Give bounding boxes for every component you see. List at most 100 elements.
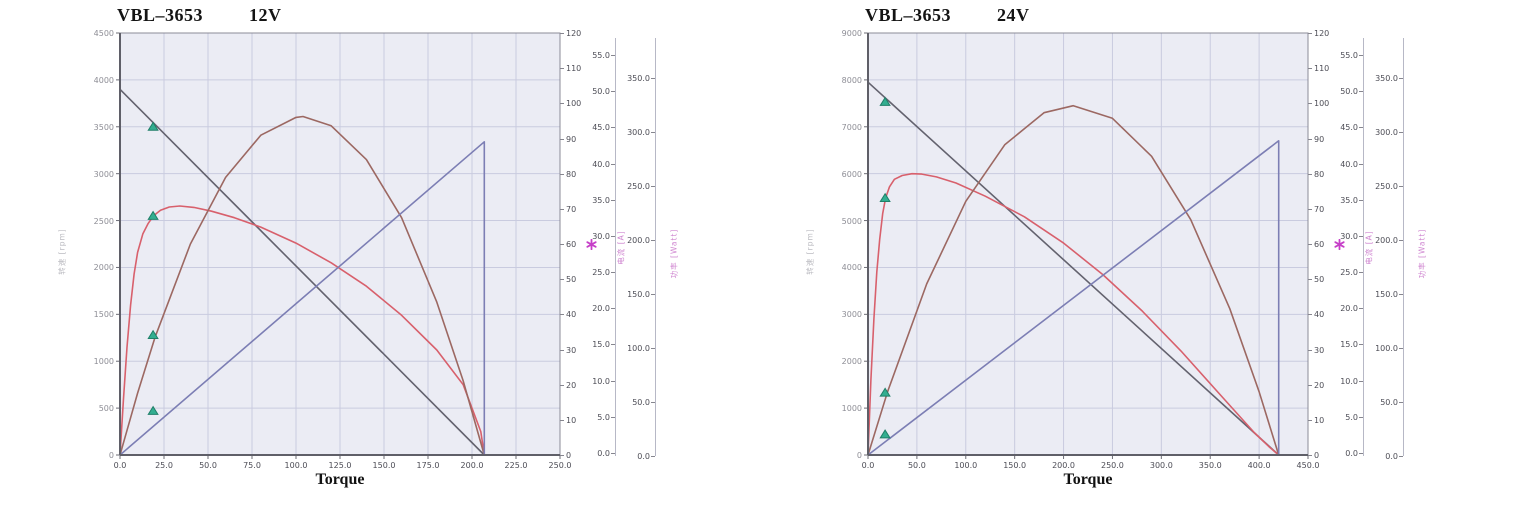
tick-mark: [611, 127, 615, 129]
current-tick-label: 20.0: [1340, 304, 1358, 314]
tick-mark: [611, 91, 615, 93]
current-line: [119, 141, 486, 456]
chart-24v: VBL–3653 24V 转速 [rpm] 电流 [A] 功率 [Watt] To…: [748, 0, 1460, 530]
efficiency-tick-label: 80: [566, 169, 577, 179]
current-tick-label: 35.0: [592, 195, 610, 205]
torque-tick-label: 200.0: [460, 461, 484, 470]
plot-area: [116, 32, 561, 459]
efficiency-tick-label: 70: [1314, 204, 1325, 214]
tick-mark: [1399, 240, 1403, 241]
efficiency-tick-label: 40: [566, 310, 577, 320]
power-tick-label: 0.0: [637, 452, 650, 461]
speed-tick-label: 4500: [93, 29, 114, 38]
efficiency-tick-label: 0: [1314, 451, 1320, 460]
tick-mark: [1359, 91, 1363, 93]
tick-mark: [651, 348, 655, 349]
tick-mark: [651, 402, 655, 403]
torque-axis-title: Torque: [315, 471, 365, 488]
current-axis-line: [1363, 38, 1364, 456]
torque-tick-label: 450.0: [1296, 461, 1320, 470]
tick-mark: [611, 344, 615, 346]
tick-mark: [560, 208, 564, 210]
current-tick-label: 40.0: [592, 159, 610, 169]
tick-mark: [1308, 314, 1312, 316]
tick-mark: [651, 294, 655, 295]
efficiency-tick-label: 100: [1314, 99, 1330, 109]
voltage-label: 24V: [997, 5, 1030, 25]
efficiency-tick-label: 30: [1314, 345, 1325, 355]
torque-tick-label: 75.0: [243, 461, 261, 470]
current-tick-label: 10.0: [1340, 376, 1358, 386]
power-tick-label: 50.0: [632, 398, 650, 407]
tick-mark: [1399, 132, 1403, 133]
torque-tick-label: 250.0: [1100, 461, 1124, 470]
tick-mark: [611, 308, 615, 310]
efficiency-tick-label: 120: [566, 29, 582, 38]
current-tick-label: 0.0: [597, 449, 610, 458]
tick-mark: [560, 33, 564, 34]
torque-tick-label: 400.0: [1247, 461, 1271, 470]
rated-point-marker: [879, 387, 891, 397]
rated-point-marker: [879, 429, 891, 439]
torque-tick-label: 200.0: [1052, 461, 1075, 470]
rated-point-marker: [147, 210, 159, 220]
tick-mark: [1308, 103, 1312, 105]
current-tick-label: 30.0: [1340, 231, 1358, 241]
current-tick-label: 25.0: [592, 268, 610, 278]
current-tick-label: 10.0: [592, 376, 610, 386]
speed-line: [867, 81, 1280, 456]
current-tick-label: 55.0: [1340, 51, 1358, 60]
tick-mark: [1308, 208, 1312, 210]
tick-mark: [1399, 78, 1403, 79]
power-axis-line: [1403, 38, 1404, 456]
speed-tick-label: 3000: [93, 169, 114, 179]
power-curve: [119, 115, 486, 456]
plot-background: [868, 33, 1308, 455]
efficiency-curve: [119, 205, 486, 456]
tick-mark: [1308, 419, 1312, 421]
speed-tick-label: 3000: [841, 310, 862, 320]
tick-mark: [560, 349, 564, 351]
tick-mark: [1359, 453, 1363, 454]
current-tick-label: 30.0: [592, 231, 610, 241]
tick-mark: [1359, 163, 1363, 165]
speed-axis-title: 转速 [rpm]: [57, 228, 67, 275]
speed-tick-label: 2000: [93, 263, 114, 273]
current-tick-label: 5.0: [1345, 412, 1358, 422]
tick-mark: [1308, 33, 1312, 34]
rated-point-marker: [879, 192, 891, 203]
torque-tick-label: 250.0: [548, 461, 572, 470]
current-tick-label: 35.0: [1340, 195, 1358, 205]
speed-axis-title: 转速 [rpm]: [805, 228, 815, 275]
efficiency-tick-label: 0: [566, 451, 572, 460]
speed-line: [119, 88, 485, 456]
tick-mark: [560, 68, 564, 70]
current-tick-label: 15.0: [1340, 340, 1358, 350]
voltage-label: 12V: [249, 5, 282, 25]
efficiency-tick-label: 80: [1314, 169, 1325, 179]
power-tick-label: 150.0: [1375, 290, 1398, 299]
torque-tick-label: 350.0: [1198, 461, 1222, 470]
efficiency-tick-label: 40: [1314, 310, 1325, 320]
asterisk-marker: [586, 239, 597, 250]
tick-mark: [651, 240, 655, 241]
tick-mark: [1399, 456, 1403, 457]
torque-tick-label: 175.0: [416, 461, 440, 470]
speed-tick-label: 0: [108, 451, 114, 460]
power-curve: [867, 104, 1280, 456]
tick-mark: [560, 173, 564, 175]
tick-mark: [1399, 294, 1403, 295]
power-tick-label: 100.0: [627, 344, 650, 353]
tick-mark: [611, 272, 615, 274]
speed-tick-label: 500: [98, 404, 114, 414]
tick-mark: [1308, 455, 1312, 456]
tick-mark: [1359, 235, 1363, 237]
tick-mark: [611, 163, 615, 165]
speed-tick-label: 1000: [93, 357, 114, 367]
tick-mark: [611, 380, 615, 382]
power-axis-title: 功率 [Watt]: [669, 228, 679, 279]
tick-mark: [1308, 349, 1312, 351]
efficiency-curve: [867, 172, 1280, 456]
tick-mark: [651, 456, 655, 457]
current-tick-label: 25.0: [1340, 268, 1358, 278]
